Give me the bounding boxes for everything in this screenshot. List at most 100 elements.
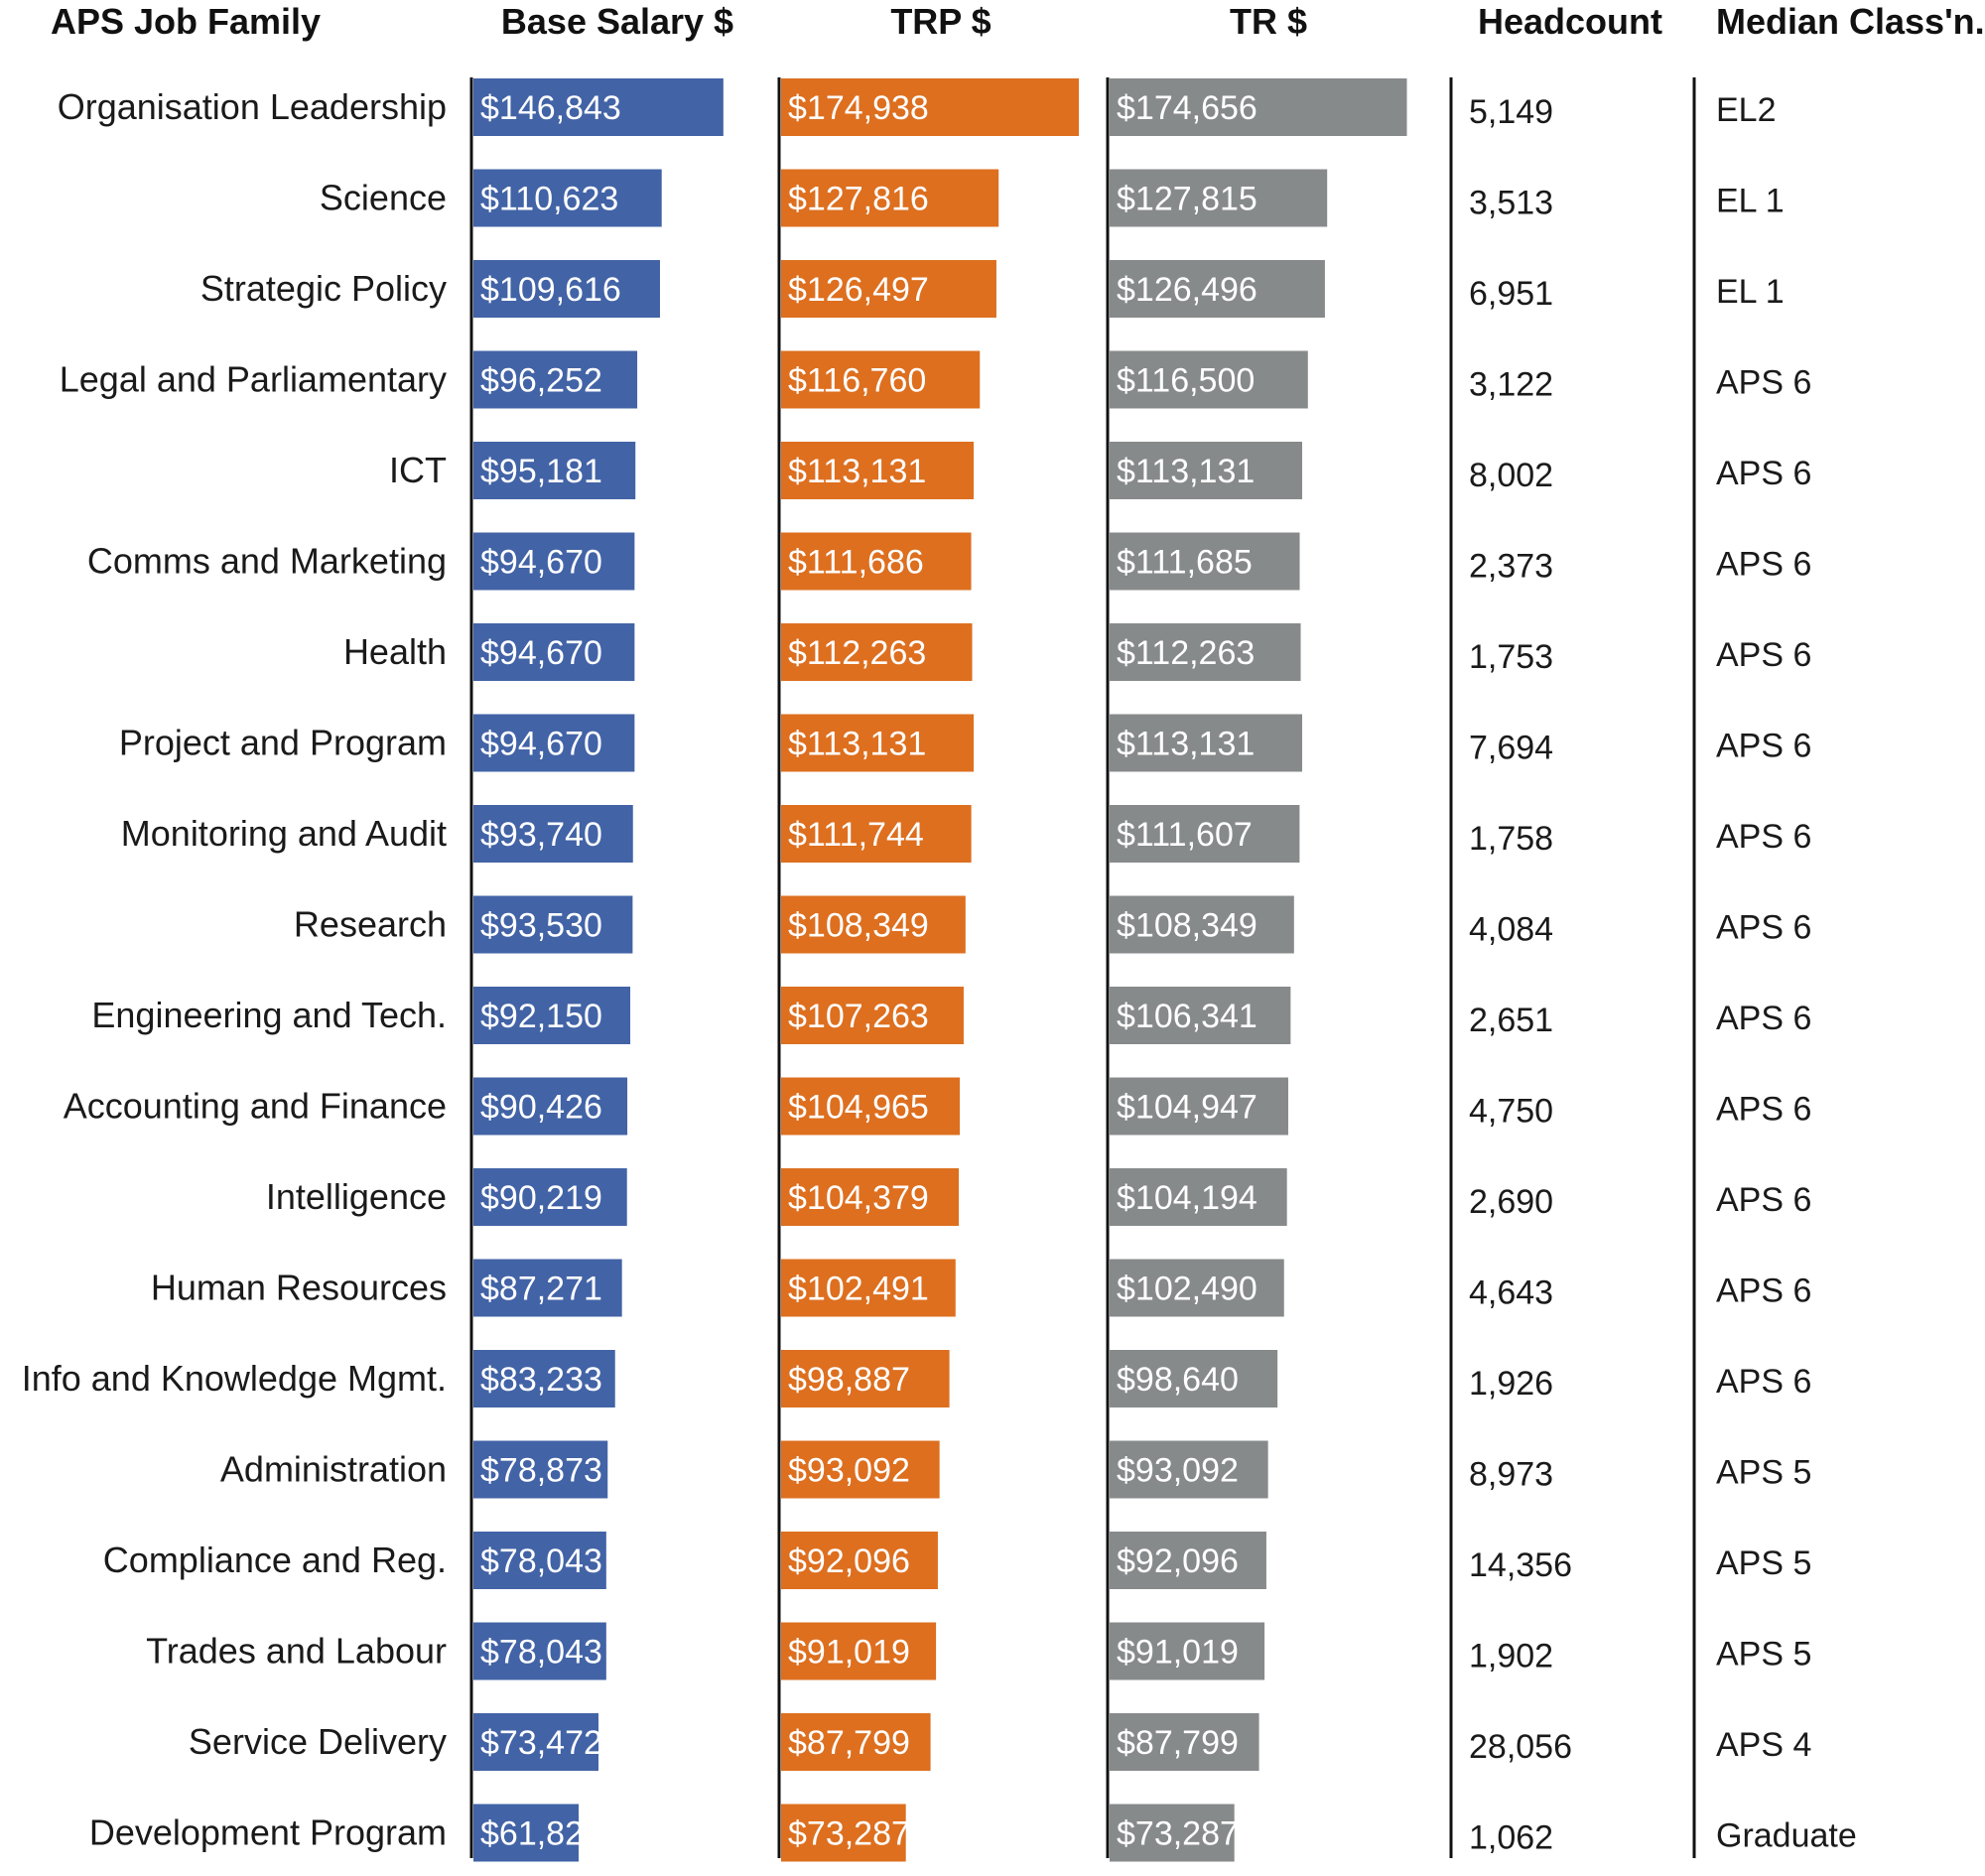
trp-value-label: $108,349 xyxy=(788,907,929,945)
tr-value-label: $111,607 xyxy=(1117,816,1253,854)
headcount-value: 6,951 xyxy=(1469,275,1553,313)
column-dividers xyxy=(469,77,1696,1858)
table-row: Human Resources $87,271 $102,491 $102,490 4,… xyxy=(151,1259,1811,1317)
tr-bar xyxy=(1110,623,1301,681)
category-label: Health xyxy=(343,631,447,672)
trp-bar xyxy=(781,1077,961,1136)
trp-value-label: $126,497 xyxy=(788,271,929,309)
trp-value-label: $174,938 xyxy=(788,89,929,127)
table-row: Legal and Parliamentary $96,252 $116,760 $1… xyxy=(60,350,1811,409)
base-value-label: $94,670 xyxy=(480,726,602,763)
tr-bar xyxy=(1110,714,1303,772)
base-bar xyxy=(473,442,636,499)
headcount-value: 3,122 xyxy=(1469,366,1553,404)
trp-bar xyxy=(781,623,973,681)
category-label: Science xyxy=(320,178,447,218)
base-bar xyxy=(473,623,635,681)
tr-bar xyxy=(1110,1077,1288,1136)
column-headers: APS Job Family Base Salary $ TRP $ TR $ … xyxy=(51,1,1985,42)
base-value-label: $87,271 xyxy=(480,1271,602,1308)
trp-bar xyxy=(781,1532,938,1589)
tr-bar xyxy=(1110,895,1294,954)
headcount-value: 1,758 xyxy=(1469,820,1553,858)
base-value-label: $73,472 xyxy=(480,1724,602,1762)
base-bar xyxy=(473,1168,627,1226)
tr-value-label: $126,496 xyxy=(1117,271,1257,309)
tr-bar xyxy=(1110,78,1407,136)
trp-value-label: $92,096 xyxy=(788,1542,910,1580)
table-row: Compliance and Reg. $78,043 $92,096 $92,096… xyxy=(103,1532,1811,1589)
trp-bar xyxy=(781,532,972,591)
tr-value-label: $91,019 xyxy=(1117,1634,1239,1672)
tr-value-label: $174,656 xyxy=(1117,89,1257,127)
table-row: Organisation Leadership $146,843 $174,938 $… xyxy=(58,78,1777,136)
tr-value-label: $87,799 xyxy=(1117,1724,1239,1762)
category-label: Comms and Marketing xyxy=(87,541,447,582)
table-row: Accounting and Finance $90,426 $104,965 $10… xyxy=(64,1077,1811,1136)
base-value-label: $83,233 xyxy=(480,1361,602,1399)
headcount-value: 8,002 xyxy=(1469,457,1553,494)
base-bar xyxy=(473,260,660,318)
base-value-label: $95,181 xyxy=(480,453,602,490)
header-base-salary: Base Salary $ xyxy=(501,1,733,42)
headcount-value: 1,926 xyxy=(1469,1365,1553,1403)
category-label: Strategic Policy xyxy=(200,268,447,309)
tr-value-label: $127,815 xyxy=(1117,181,1257,218)
tr-bar xyxy=(1110,169,1328,227)
tr-bar xyxy=(1110,1168,1287,1226)
headcount-value: 2,690 xyxy=(1469,1183,1553,1221)
category-label: Info and Knowledge Mgmt. xyxy=(22,1358,447,1399)
tr-bar xyxy=(1110,350,1308,409)
trp-bar xyxy=(781,442,975,499)
table-row: ICT $95,181 $113,131 $113,131 8,002 APS 6 xyxy=(389,442,1811,499)
base-value-label: $90,426 xyxy=(480,1089,602,1127)
tr-bar xyxy=(1110,987,1291,1044)
base-bar xyxy=(473,1440,608,1499)
header-trp: TRP $ xyxy=(890,1,991,42)
trp-bar xyxy=(781,987,964,1044)
headcount-value: 1,753 xyxy=(1469,638,1553,676)
median-class-value: APS 6 xyxy=(1716,364,1811,402)
category-label: Human Resources xyxy=(151,1268,447,1308)
headcount-value: 28,056 xyxy=(1469,1728,1572,1766)
median-class-value: Graduate xyxy=(1716,1817,1857,1855)
median-class-value: APS 6 xyxy=(1716,636,1811,674)
base-bar xyxy=(473,169,662,227)
base-value-label: $93,740 xyxy=(480,816,602,854)
header-job-family: APS Job Family xyxy=(51,1,321,42)
base-bar xyxy=(473,987,631,1044)
tr-value-label: $113,131 xyxy=(1117,453,1255,490)
headcount-value: 1,062 xyxy=(1469,1819,1553,1857)
tr-value-label: $113,131 xyxy=(1117,726,1255,763)
trp-bar xyxy=(781,714,975,772)
trp-bar xyxy=(781,1804,906,1862)
base-bar xyxy=(473,1532,606,1589)
headcount-value: 4,643 xyxy=(1469,1274,1553,1312)
category-label: Project and Program xyxy=(119,723,447,763)
table-row: Development Program $61,825 $73,287 $73,287… xyxy=(89,1804,1857,1862)
median-class-value: EL2 xyxy=(1716,91,1777,129)
base-bar xyxy=(473,1077,628,1136)
base-value-label: $90,219 xyxy=(480,1179,602,1217)
trp-bar xyxy=(781,1350,950,1407)
tr-value-label: $116,500 xyxy=(1117,362,1255,400)
tr-bar xyxy=(1110,1259,1284,1317)
base-value-label: $78,043 xyxy=(480,1542,602,1580)
tr-bar xyxy=(1110,1804,1235,1862)
header-headcount: Headcount xyxy=(1478,1,1662,42)
trp-bar xyxy=(781,895,966,954)
trp-bar xyxy=(781,169,999,227)
trp-bar xyxy=(781,1713,931,1771)
trp-value-label: $111,686 xyxy=(788,544,924,582)
table-row: Strategic Policy $109,616 $126,497 $126,496… xyxy=(200,260,1785,318)
tr-bar xyxy=(1110,1713,1259,1771)
category-label: Administration xyxy=(220,1449,447,1490)
trp-value-label: $113,131 xyxy=(788,726,926,763)
tr-value-label: $102,490 xyxy=(1117,1271,1257,1308)
base-value-label: $96,252 xyxy=(480,362,602,400)
tr-bar xyxy=(1110,1350,1278,1407)
tr-bar xyxy=(1110,1440,1268,1499)
trp-value-label: $107,263 xyxy=(788,998,929,1035)
category-label: Legal and Parliamentary xyxy=(60,359,447,400)
median-class-value: APS 5 xyxy=(1716,1636,1811,1674)
